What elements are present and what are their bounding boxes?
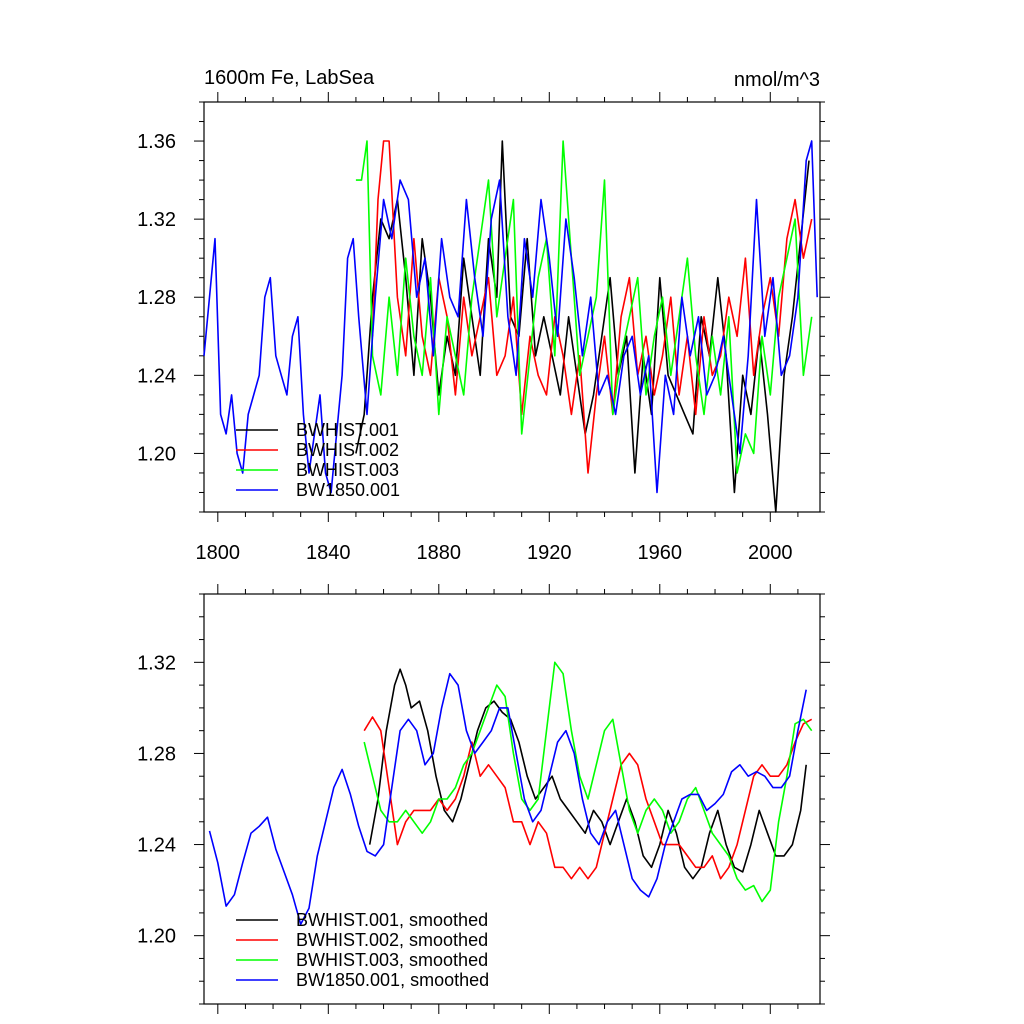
- legend-label: BW1850.001, smoothed: [296, 970, 489, 990]
- top-chart-units: nmol/m^3: [734, 69, 820, 91]
- y-tick-label: 1.28: [137, 743, 176, 765]
- series-line-bwhist-003-smoothed: [363, 661, 813, 903]
- x-tick-label: 2000: [748, 542, 793, 564]
- y-tick-label: 1.32: [137, 652, 176, 674]
- top-chart-title: 1600m Fe, LabSea: [204, 67, 375, 89]
- y-tick-label: 1.20: [137, 926, 176, 948]
- plot-frame: [203, 101, 821, 513]
- legend-label: BWHIST.002, smoothed: [296, 930, 488, 950]
- legend-label: BWHIST.003, smoothed: [296, 950, 488, 970]
- legend-label: BWHIST.001, smoothed: [296, 910, 488, 930]
- y-tick-label: 1.36: [137, 131, 176, 153]
- series-line-bw1850-001-smoothed: [208, 672, 807, 926]
- series-line-bwhist-003: [355, 140, 813, 474]
- top-chart-panel: 1600m Fe, LabSea nmol/m^3 1800 1840 1880 19…: [137, 67, 830, 564]
- y-tick-label: 1.24: [137, 835, 176, 857]
- legend-label: BWHIST.003: [296, 460, 399, 480]
- legend-label: BW1850.001: [296, 480, 400, 500]
- x-tick-label: 1920: [527, 542, 572, 564]
- legend-label: BWHIST.002: [296, 440, 399, 460]
- legend-label: BWHIST.001: [296, 420, 399, 440]
- x-tick-label: 1800: [196, 542, 241, 564]
- y-tick-label: 1.28: [137, 287, 176, 309]
- x-tick-label: 1840: [306, 542, 351, 564]
- y-tick-label: 1.20: [137, 443, 176, 465]
- series-line-bwhist-001-smoothed: [368, 668, 807, 880]
- y-tick-label: 1.24: [137, 365, 176, 387]
- x-tick-label: 1960: [638, 542, 683, 564]
- series-line-bw1850-001: [203, 140, 818, 494]
- x-tick-label: 1880: [417, 542, 462, 564]
- y-tick-label: 1.32: [137, 209, 176, 231]
